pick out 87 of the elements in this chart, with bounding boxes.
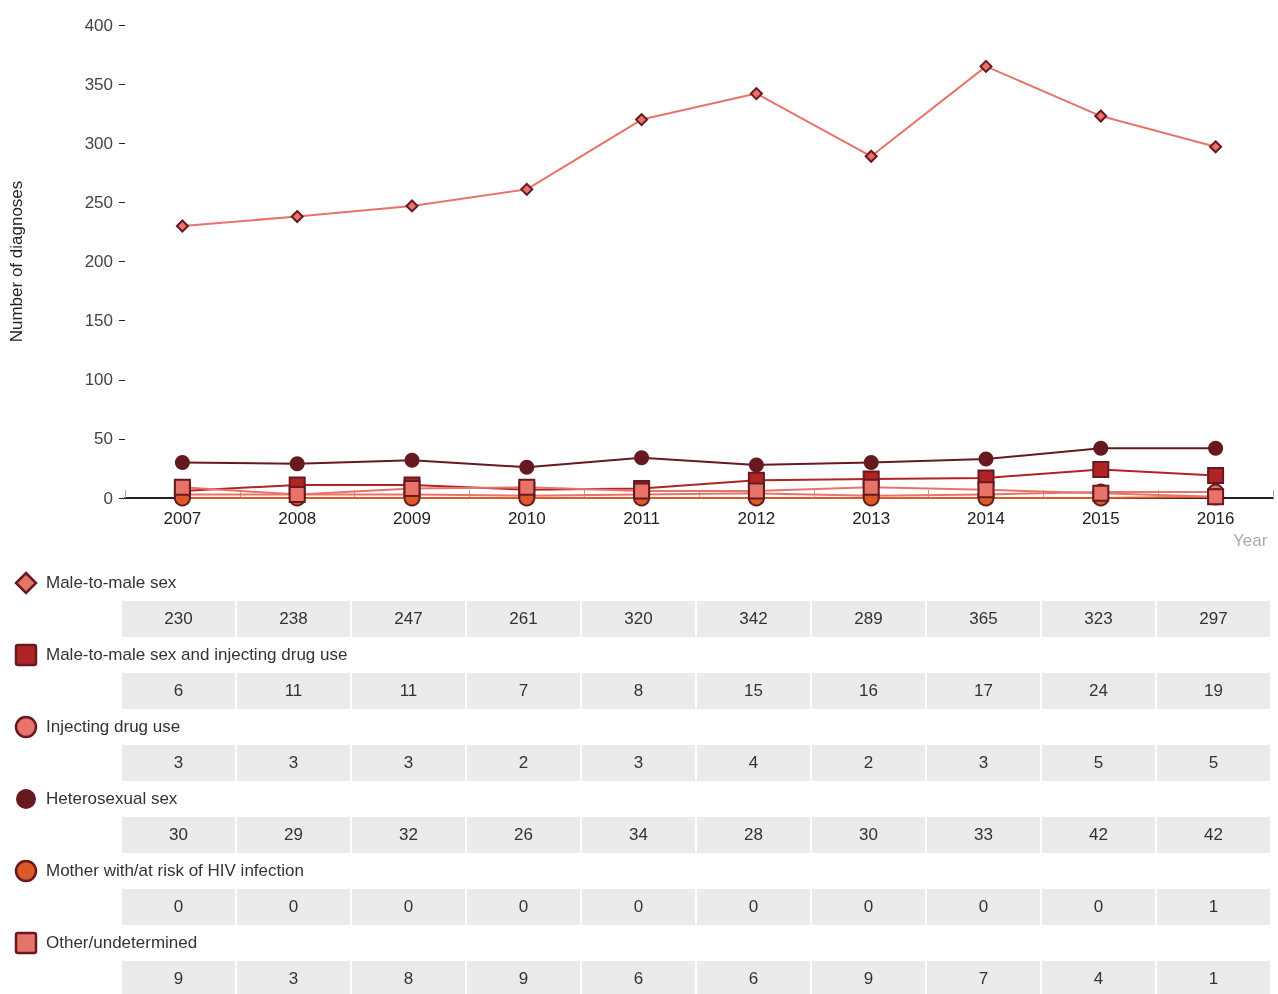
data-label: 19 bbox=[1157, 673, 1270, 709]
data-label: 15 bbox=[697, 673, 810, 709]
y-tick-label: 150 bbox=[84, 311, 113, 331]
x-tick-label: 2013 bbox=[852, 509, 891, 528]
data-label: 0 bbox=[927, 889, 1040, 925]
data-label: 11 bbox=[352, 673, 465, 709]
data-label: 16 bbox=[812, 673, 925, 709]
data-label: 0 bbox=[697, 889, 810, 925]
data-label: 11 bbox=[237, 673, 350, 709]
x-tick-label: 2010 bbox=[507, 509, 546, 528]
data-label: 0 bbox=[582, 889, 695, 925]
data-label: 32 bbox=[352, 817, 465, 853]
x-tick-label: 2015 bbox=[1081, 509, 1120, 528]
data-label: 2 bbox=[467, 745, 580, 781]
data-label: 4 bbox=[1042, 961, 1155, 994]
data-label: 33 bbox=[927, 817, 1040, 853]
data-label: 2 bbox=[812, 745, 925, 781]
data-label: 7 bbox=[927, 961, 1040, 994]
y-tick-label: 400 bbox=[84, 15, 113, 35]
data-label: 8 bbox=[582, 673, 695, 709]
x-tick-label: 2011 bbox=[623, 509, 660, 528]
data-label: 0 bbox=[467, 889, 580, 925]
data-label: 34 bbox=[582, 817, 695, 853]
legend-label: Male-to-male sex and injecting drug use bbox=[46, 645, 348, 665]
x-tick-label: 2008 bbox=[278, 509, 317, 528]
data-label: 3 bbox=[237, 961, 350, 994]
legend-label: Male-to-male sex bbox=[46, 573, 177, 593]
data-label: 1 bbox=[1157, 889, 1270, 925]
data-label: 5 bbox=[1157, 745, 1270, 781]
x-tick-label: 2016 bbox=[1196, 509, 1235, 528]
data-label: 4 bbox=[697, 745, 810, 781]
data-label: 3 bbox=[582, 745, 695, 781]
data-label: 28 bbox=[697, 817, 810, 853]
data-label: 230 bbox=[122, 601, 235, 637]
data-label: 30 bbox=[812, 817, 925, 853]
data-label: 323 bbox=[1042, 601, 1155, 637]
x-tick-label: 2007 bbox=[163, 509, 202, 528]
data-label: 7 bbox=[467, 673, 580, 709]
data-label: 0 bbox=[237, 889, 350, 925]
data-label: 3 bbox=[122, 745, 235, 781]
data-label: 3 bbox=[352, 745, 465, 781]
y-tick-label: 0 bbox=[103, 488, 113, 508]
data-label: 26 bbox=[467, 817, 580, 853]
data-label: 261 bbox=[467, 601, 580, 637]
legend-label: Mother with/at risk of HIV infection bbox=[46, 861, 304, 881]
data-label: 42 bbox=[1042, 817, 1155, 853]
y-tick-label: 350 bbox=[84, 74, 113, 94]
data-label: 297 bbox=[1157, 601, 1270, 637]
data-label: 6 bbox=[582, 961, 695, 994]
data-label: 0 bbox=[812, 889, 925, 925]
data-label: 6 bbox=[697, 961, 810, 994]
x-tick-label: 2012 bbox=[737, 509, 776, 528]
data-label: 42 bbox=[1157, 817, 1270, 853]
x-tick-label: 2014 bbox=[967, 509, 1005, 528]
data-label: 1 bbox=[1157, 961, 1270, 994]
data-label: 320 bbox=[582, 601, 695, 637]
data-label: 9 bbox=[812, 961, 925, 994]
data-label: 3 bbox=[927, 745, 1040, 781]
data-label: 9 bbox=[122, 961, 235, 994]
data-label: 365 bbox=[927, 601, 1040, 637]
data-label: 5 bbox=[1042, 745, 1155, 781]
data-label: 17 bbox=[927, 673, 1040, 709]
y-axis-title: Number of diagnoses bbox=[7, 180, 26, 343]
data-label: 247 bbox=[352, 601, 465, 637]
legend-label: Heterosexual sex bbox=[46, 789, 178, 809]
data-label: 8 bbox=[352, 961, 465, 994]
x-axis-title: Year bbox=[1233, 531, 1268, 550]
data-label: 6 bbox=[122, 673, 235, 709]
data-label: 238 bbox=[237, 601, 350, 637]
data-label: 0 bbox=[352, 889, 465, 925]
y-tick-label: 100 bbox=[84, 370, 113, 390]
data-label: 289 bbox=[812, 601, 925, 637]
y-tick-label: 300 bbox=[84, 133, 113, 153]
y-tick-label: 200 bbox=[84, 252, 113, 271]
legend-label: Other/undetermined bbox=[46, 933, 198, 953]
data-label: 3 bbox=[237, 745, 350, 781]
data-label: 24 bbox=[1042, 673, 1155, 709]
data-label: 0 bbox=[1042, 889, 1155, 925]
data-label: 30 bbox=[122, 817, 235, 853]
y-tick-label: 250 bbox=[84, 192, 113, 212]
x-tick-label: 2009 bbox=[393, 509, 431, 528]
data-label: 342 bbox=[697, 601, 810, 637]
data-label: 29 bbox=[237, 817, 350, 853]
data-label: 0 bbox=[122, 889, 235, 925]
y-tick-label: 50 bbox=[94, 429, 113, 449]
data-label: 9 bbox=[467, 961, 580, 994]
legend-label: Injecting drug use bbox=[46, 717, 181, 737]
